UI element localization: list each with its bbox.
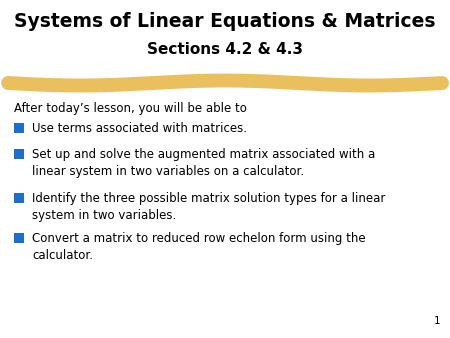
Bar (14, 123, 24, 133)
Text: Use terms associated with matrices.: Use terms associated with matrices. (32, 122, 247, 135)
Text: Sections 4.2 & 4.3: Sections 4.2 & 4.3 (147, 42, 303, 57)
Text: Convert a matrix to reduced row echelon form using the
calculator.: Convert a matrix to reduced row echelon … (32, 232, 365, 262)
Text: Identify the three possible matrix solution types for a linear
system in two var: Identify the three possible matrix solut… (32, 192, 385, 222)
Bar (14, 193, 24, 203)
Text: 1: 1 (433, 316, 440, 326)
Text: After today’s lesson, you will be able to: After today’s lesson, you will be able t… (14, 102, 247, 115)
Bar (14, 233, 24, 243)
Text: Set up and solve the augmented matrix associated with a
linear system in two var: Set up and solve the augmented matrix as… (32, 148, 375, 178)
Bar (14, 149, 24, 159)
Text: Systems of Linear Equations & Matrices: Systems of Linear Equations & Matrices (14, 12, 436, 31)
